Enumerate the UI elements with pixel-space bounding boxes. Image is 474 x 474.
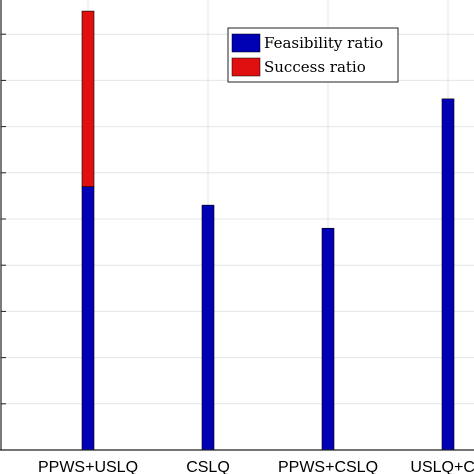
bar-success-0 <box>81 10 95 187</box>
legend-label-success: Success ratio <box>264 58 366 76</box>
legend-swatch-feasibility <box>231 33 261 53</box>
legend-label-feasibility: Feasibility ratio <box>264 34 383 52</box>
bars <box>81 10 455 451</box>
bar-feasibility-0 <box>81 186 95 451</box>
x-tick-label: CSLQ <box>186 459 230 474</box>
x-tick-labels: PPWS+USLQ CSLQ PPWS+CSLQ USLQ+CS <box>38 459 474 474</box>
bar-feasibility-2 <box>321 227 335 451</box>
x-tick-label: PPWS+USLQ <box>38 459 138 474</box>
bar-feasibility-3 <box>441 98 455 451</box>
legend: Feasibility ratio Success ratio <box>227 27 399 83</box>
bar-feasibility-1 <box>201 204 215 451</box>
axes <box>0 0 474 451</box>
legend-swatch-success <box>231 57 261 77</box>
x-tick-label: USLQ+CS <box>410 459 474 474</box>
x-tick-label: PPWS+CSLQ <box>278 459 378 474</box>
